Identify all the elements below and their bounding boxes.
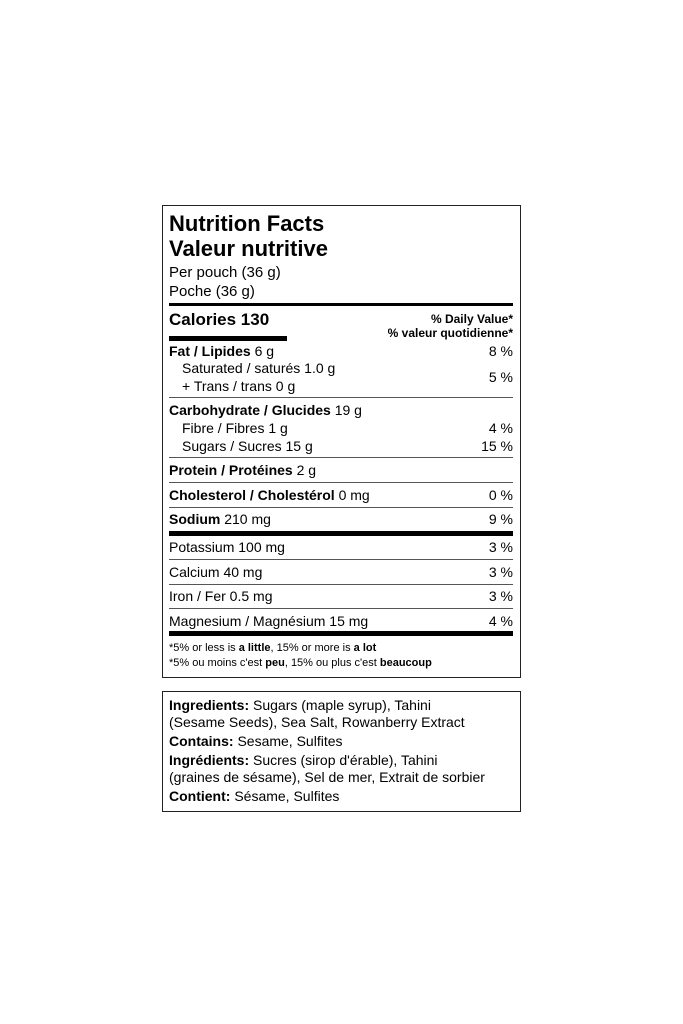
sugars-row: Sugars / Sucres 15 g bbox=[182, 438, 313, 454]
footnote-fr: *5% ou moins c'est peu, 15% ou plus c'es… bbox=[169, 657, 432, 669]
serving-en: Per pouch (36 g) bbox=[169, 264, 281, 281]
magnesium-row: Magnesium / Magnésium 15 mg bbox=[169, 613, 369, 629]
carb-row: Carbohydrate / Glucides 19 g bbox=[169, 402, 362, 418]
divider bbox=[169, 559, 513, 560]
calories: Calories 130 bbox=[169, 310, 270, 329]
calcium-row: Calcium 40 mg bbox=[169, 564, 263, 580]
divider bbox=[169, 482, 513, 483]
saturated-row: Saturated / saturés 1.0 g bbox=[182, 360, 336, 376]
iron-row: Iron / Fer 0.5 mg bbox=[169, 588, 273, 604]
calcium-dv: 3 % bbox=[488, 564, 513, 580]
daily-value-header-en: % Daily Value* bbox=[430, 312, 513, 326]
title-fr: Valeur nutritive bbox=[169, 236, 328, 261]
divider bbox=[169, 397, 513, 398]
divider bbox=[169, 531, 513, 536]
ingredients-fr: Ingrédients: Sucres (sirop d'érable), Ta… bbox=[169, 752, 438, 768]
nutrition-facts-table bbox=[162, 205, 521, 678]
cholesterol-row: Cholesterol / Cholestérol 0 mg bbox=[169, 487, 370, 503]
ingredients-en: Ingredients: Sugars (maple syrup), Tahin… bbox=[169, 697, 431, 713]
sodium-row: Sodium 210 mg bbox=[169, 511, 271, 527]
magnesium-dv: 4 % bbox=[488, 613, 513, 629]
fat-dv: 8 % bbox=[488, 343, 513, 359]
ingredients-box bbox=[162, 691, 521, 812]
sat-trans-dv: 5 % bbox=[488, 369, 513, 385]
trans-row: + Trans / trans 0 g bbox=[182, 378, 296, 394]
ingredients-en-cont: (Sesame Seeds), Sea Salt, Rowanberry Ext… bbox=[169, 714, 465, 730]
divider bbox=[169, 631, 513, 636]
divider bbox=[169, 608, 513, 609]
fibre-row: Fibre / Fibres 1 g bbox=[182, 420, 288, 436]
fibre-dv: 4 % bbox=[488, 420, 513, 436]
ingredients-fr-cont: (graines de sésame), Sel de mer, Extrait… bbox=[169, 769, 485, 785]
fat-row: Fat / Lipides 6 g bbox=[169, 343, 275, 359]
sugars-dv: 15 % bbox=[481, 438, 513, 454]
protein-row: Protein / Protéines 2 g bbox=[169, 462, 317, 478]
divider bbox=[169, 584, 513, 585]
footnote-en: *5% or less is a little, 15% or more is … bbox=[169, 642, 377, 654]
iron-dv: 3 % bbox=[488, 588, 513, 604]
daily-value-header-fr: % valeur quotidienne* bbox=[387, 326, 513, 340]
calories-bar bbox=[169, 336, 287, 341]
divider bbox=[169, 303, 513, 306]
contains-fr: Contient: Sésame, Sulfites bbox=[169, 788, 340, 804]
potassium-row: Potassium 100 mg bbox=[169, 539, 285, 555]
divider bbox=[169, 457, 513, 458]
divider bbox=[169, 507, 513, 508]
contains-en: Contains: Sesame, Sulfites bbox=[169, 733, 343, 749]
title-en: Nutrition Facts bbox=[169, 211, 325, 236]
sodium-dv: 9 % bbox=[488, 511, 513, 527]
potassium-dv: 3 % bbox=[488, 539, 513, 555]
cholesterol-dv: 0 % bbox=[488, 487, 513, 503]
serving-fr: Poche (36 g) bbox=[169, 283, 255, 300]
